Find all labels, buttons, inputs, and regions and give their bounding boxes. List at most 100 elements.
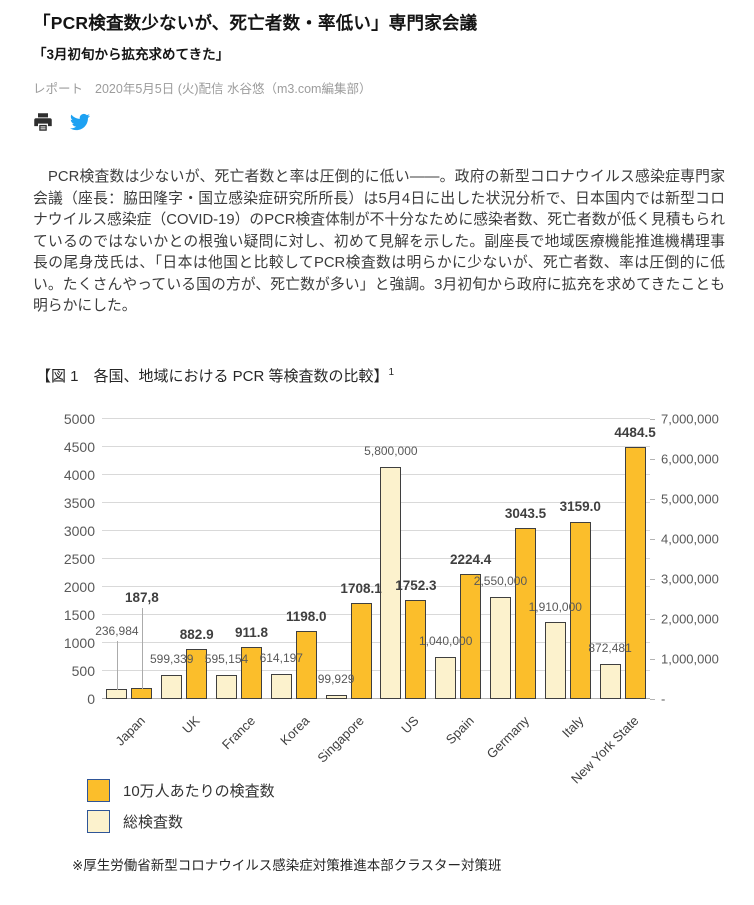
bar-総検査数-italy: 1,910,000 — [529, 600, 582, 699]
left-axis-tick: 4500 — [63, 438, 95, 455]
bar-10万人あたりの検査数-new-york-state: 4484.5 — [614, 426, 656, 699]
value-label-総検査数-us: 5,800,000 — [364, 443, 418, 458]
bar-10万人あたりの検査数-japan: 187,8 — [125, 590, 159, 699]
x-axis-label-uk: UK — [179, 712, 203, 736]
right-axis-tick: - — [661, 691, 666, 706]
value-label-総検査数-germany: 2,550,000 — [473, 573, 528, 588]
bar-総検査数-uk: 599,339 — [150, 653, 193, 699]
article-body: PCR検査数は少ないが、死亡者数と率は圧倒的に低い――。政府の新型コロナウイルス… — [33, 169, 725, 314]
left-axis: 5000 4500 4000 3500 3000 2500 2000 1500 1000 500 0 — [35, 411, 102, 707]
value-label-総検査数-singapore: 99,929 — [317, 671, 355, 686]
value-label-10万人あたりの検査数-new-york-state: 4484.5 — [614, 425, 656, 441]
left-axis-tick: 500 — [71, 662, 95, 679]
right-axis-tick: 5,000,000 — [661, 491, 719, 506]
right-axis-tick: 4,000,000 — [661, 531, 719, 546]
bar-group-italy: 1,910,000 3159.0 Italy — [529, 419, 601, 740]
left-axis-tick: 0 — [87, 690, 95, 707]
right-axis-tick: 6,000,000 — [661, 451, 719, 466]
x-axis-line — [102, 697, 650, 699]
right-axis-tick-mark — [650, 658, 655, 660]
value-label-10万人あたりの検査数-france: 911.8 — [234, 625, 269, 641]
figure-caption: 【図 1 各国、地域における PCR 等検査数の比較】1 — [36, 365, 726, 386]
label-leader-line — [141, 607, 143, 689]
x-axis-label-germany: Germany — [483, 712, 532, 761]
share-toolbar — [33, 112, 726, 132]
right-axis-tick-mark — [650, 538, 655, 540]
left-axis-tick: 1000 — [63, 634, 95, 651]
gridline — [102, 641, 650, 643]
x-axis-label-us: US — [398, 712, 422, 736]
bar-10万人あたりの検査数-spain: 2224.4 — [450, 552, 491, 699]
left-axis-tick: 4000 — [63, 466, 95, 483]
value-label-総検査数-spain: 1,040,000 — [418, 634, 473, 649]
right-axis-tick: 2,000,000 — [661, 611, 719, 626]
legend-row-10万人あたりの検査数: 10万人あたりの検査数 — [87, 778, 726, 802]
right-axis-tick-mark — [650, 458, 655, 460]
figure-caption-superscript: 1 — [388, 366, 395, 378]
value-label-総検査数-korea: 614,197 — [259, 651, 303, 666]
gridline — [102, 529, 650, 531]
value-label-10万人あたりの検査数-korea: 1198.0 — [286, 609, 327, 625]
bar-chart: 5000 4500 4000 3500 3000 2500 2000 1500 1000 500 0… — [35, 411, 726, 786]
bar-総検査数-germany: 2,550,000 — [474, 575, 527, 699]
article-meta: レポート 2020年5月5日 (火)配信 水谷悠（m3.com編集部） — [33, 78, 726, 97]
value-label-10万人あたりの検査数-germany: 3043.5 — [504, 505, 547, 521]
right-axis-tick: 3,000,000 — [661, 571, 719, 586]
right-axis: 7,000,000 6,000,000 5,000,000 4,000,000 3,00… — [650, 411, 745, 706]
label-leader-line — [116, 641, 118, 691]
bar-総検査数-korea: 614,197 — [260, 652, 303, 699]
right-axis-tick-mark — [650, 578, 655, 580]
value-label-10万人あたりの検査数-uk: 882.9 — [179, 626, 214, 642]
bar-総検査数-japan: 236,984 — [95, 625, 139, 699]
article-page: 「PCR検査数少ないが、死亡者数・率低い」専門家会議 「3月初旬から拡充求めてき… — [33, 13, 726, 873]
bar-group-korea: 614,197 1198.0 Korea — [260, 419, 327, 748]
gridline — [102, 501, 650, 503]
twitter-icon[interactable] — [70, 112, 90, 132]
print-icon[interactable] — [33, 112, 53, 132]
figure-footnote: ※厚生労働省新型コロナウイルス感染症対策推進本部クラスター対策班 — [72, 857, 502, 873]
meta-byline: 2020年5月5日 (火)配信 水谷悠（m3.com編集部） — [95, 82, 372, 96]
x-axis-label-spain: Spain — [442, 712, 477, 747]
legend-row-総検査数: 総検査数 — [87, 809, 726, 833]
right-axis-tick-mark — [650, 698, 655, 700]
legend-label: 総検査数 — [123, 813, 184, 831]
bar-group-germany: 2,550,000 3043.5 Germany — [474, 419, 546, 761]
bar-group-france: 595,154 911.8 France — [205, 419, 269, 752]
gridline — [102, 417, 650, 419]
left-axis-tick: 2500 — [63, 550, 95, 567]
value-label-10万人あたりの検査数-singapore: 1708.1 — [340, 580, 382, 596]
bar-10万人あたりの検査数-singapore: 1708.1 — [340, 581, 382, 699]
value-label-10万人あたりの検査数-spain: 2224.4 — [450, 551, 492, 567]
right-axis-tick-mark — [650, 618, 655, 620]
bar-group-uk: 599,339 882.9 UK — [150, 419, 214, 736]
bar-group-singapore: 99,929 1708.1 Singapore — [315, 419, 382, 765]
meta-category: レポート — [33, 82, 84, 96]
plot-area: 236,984 187,8 Japan 599,339 882.9 UK 595,154 91… — [95, 417, 656, 786]
bar-総検査数-singapore: 99,929 — [318, 673, 354, 699]
bar-10万人あたりの検査数-italy: 3159.0 — [560, 500, 601, 699]
left-axis-tick: 3000 — [63, 522, 95, 539]
bar-10万人あたりの検査数-germany: 3043.5 — [505, 506, 546, 699]
right-axis-tick-mark — [650, 498, 655, 500]
right-axis-tick: 1,000,000 — [661, 651, 719, 666]
chart-legend: 10万人あたりの検査数 総検査数 — [87, 778, 726, 833]
bar-総検査数-us: 5,800,000 — [364, 445, 418, 699]
x-axis-label-japan: Japan — [112, 712, 149, 749]
figure-caption-text: 【図 1 各国、地域における PCR 等検査数の比較】 — [36, 367, 389, 385]
bar-10万人あたりの検査数-korea: 1198.0 — [286, 610, 327, 699]
right-axis-tick: 7,000,000 — [661, 411, 719, 426]
value-label-10万人あたりの検査数-italy: 3159.0 — [559, 499, 601, 515]
bar-group-us: 5,800,000 1752.3 US — [364, 419, 436, 736]
gridline — [102, 669, 650, 671]
gridline — [102, 473, 650, 475]
gridline — [102, 557, 650, 559]
print-icon-glyph — [34, 113, 52, 131]
bar-総検査数-spain: 1,040,000 — [419, 635, 472, 699]
bar-group-new-york-state: 872,481 4484.5 New York State — [568, 419, 656, 786]
left-axis-tick: 1500 — [63, 606, 95, 623]
bar-総検査数-france: 595,154 — [205, 653, 248, 699]
bar-groups: 236,984 187,8 Japan 599,339 882.9 UK 595,154 91… — [95, 419, 656, 786]
article-title: 「PCR検査数少ないが、死亡者数・率低い」専門家会議 — [33, 13, 478, 33]
value-label-総検査数-italy: 1,910,000 — [528, 599, 582, 614]
legend-label: 10万人あたりの検査数 — [123, 782, 275, 800]
